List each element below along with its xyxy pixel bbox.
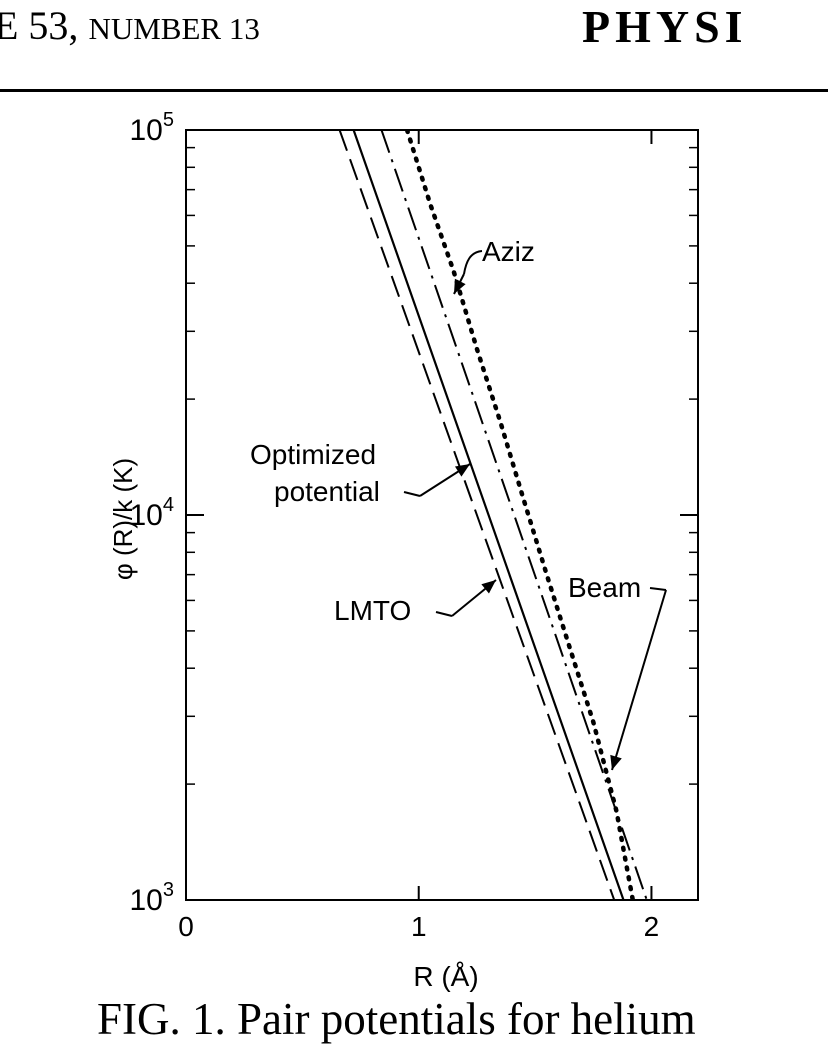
series-layer: [338, 130, 648, 900]
annotation-aziz-arrowhead: [454, 278, 466, 294]
header-rule: [0, 89, 828, 92]
journal-header: E 53, NUMBER 13 PHYSI: [0, 0, 828, 92]
series-line-aziz: [404, 130, 636, 900]
figure-caption: FIG. 1. Pair potentials for helium: [97, 994, 696, 1044]
axis-ticks: [185, 129, 698, 901]
y-tick-label: 104: [130, 494, 175, 532]
x-tick-label: 2: [644, 911, 660, 942]
x-tick-label: 1: [411, 911, 427, 942]
pair-potential-chart: 0 1 2 103 104 105 Aziz Optimized potential LMTO B…: [108, 109, 699, 992]
annotation-layer: Aziz Optimized potential LMTO Beam: [250, 236, 667, 771]
annotation-beam-label: Beam: [568, 572, 641, 603]
issue-number: NUMBER 13: [88, 11, 260, 46]
annotation-aziz-label: Aziz: [482, 236, 535, 267]
optimized-tick: [403, 491, 421, 497]
journal-title-fragment: PHYSI: [582, 1, 748, 52]
volume-number-heading: E 53, NUMBER 13: [0, 2, 260, 49]
annotation-lmto-label: LMTO: [334, 595, 411, 626]
series-line-optimized-potential: [352, 130, 625, 900]
annotation-potential-label: potential: [274, 476, 380, 507]
annotation-beam-leader: [611, 589, 667, 771]
beam-tick: [649, 587, 667, 591]
annotation-optimized-arrowhead: [454, 464, 470, 477]
series-line-beam: [380, 130, 648, 900]
x-axis-label: R (Å): [413, 961, 478, 992]
y-axis-label: φ (R)/k (K): [108, 458, 138, 580]
y-tick-label: 105: [130, 109, 175, 147]
x-tick-label: 0: [178, 911, 194, 942]
annotation-beam-arrowhead: [610, 754, 622, 770]
volume-prefix: E 53,: [0, 3, 89, 48]
series-line-lmto: [338, 130, 616, 900]
annotation-lmto-arrowhead: [481, 580, 496, 594]
annotation-optimized-label: Optimized: [250, 439, 376, 470]
plot-frame: [185, 129, 699, 901]
aziz-curl: [463, 250, 483, 275]
axis-tick-labels: 0 1 2 103 104 105: [130, 109, 660, 942]
y-tick-label: 103: [130, 879, 175, 917]
lmto-tick: [435, 611, 453, 617]
